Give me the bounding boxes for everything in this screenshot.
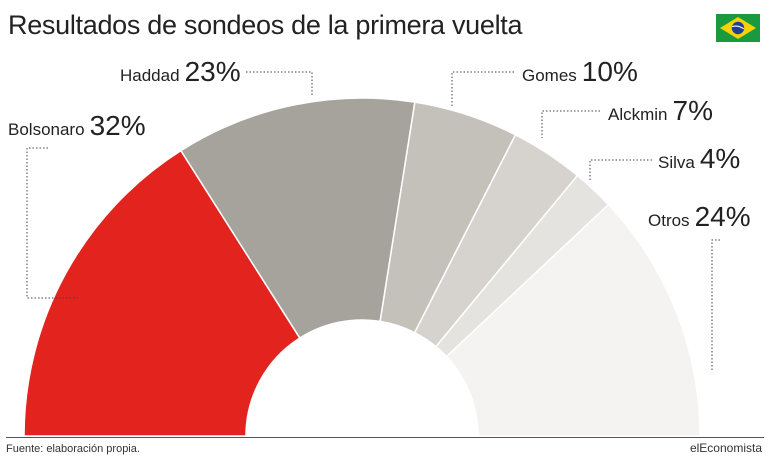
label-alckmin-name: Alckmin	[608, 105, 668, 124]
label-otros: Otros 24%	[648, 203, 751, 231]
chart-title: Resultados de sondeos de la primera vuel…	[8, 10, 523, 40]
brazil-flag-icon	[716, 14, 760, 42]
label-bolsonaro: Bolsonaro 32%	[8, 112, 146, 140]
source-note: Fuente: elaboración propia.	[6, 443, 140, 455]
slice-bolsonaro	[23, 149, 301, 437]
label-gomes-name: Gomes	[522, 66, 577, 85]
leader-line-haddad	[246, 71, 313, 96]
label-bolsonaro-value: 32%	[89, 110, 146, 141]
leader-line-otros	[711, 239, 720, 370]
footer-divider	[6, 437, 764, 438]
leader-line-gomes	[451, 71, 514, 106]
label-otros-value: 24%	[694, 201, 751, 232]
leader-line-bolsonaro	[26, 147, 78, 299]
label-gomes: Gomes 10%	[522, 58, 638, 86]
label-bolsonaro-name: Bolsonaro	[8, 120, 85, 139]
slice-haddad	[179, 97, 416, 340]
label-silva-value: 4%	[699, 143, 741, 174]
leader-line-silva	[589, 159, 652, 180]
label-gomes-value: 10%	[581, 56, 638, 87]
label-silva: Silva 4%	[658, 145, 740, 173]
slice-otros	[445, 203, 701, 437]
label-haddad: Haddad 23%	[120, 58, 241, 86]
label-silva-name: Silva	[658, 153, 695, 172]
label-alckmin: Alckmin 7%	[608, 97, 713, 125]
leader-line-alckmin	[541, 110, 600, 138]
label-alckmin-value: 7%	[672, 95, 713, 126]
label-haddad-name: Haddad	[120, 66, 180, 85]
label-haddad-value: 23%	[184, 56, 241, 87]
publisher-brand: elEconomista	[689, 441, 762, 455]
label-otros-name: Otros	[648, 211, 690, 230]
